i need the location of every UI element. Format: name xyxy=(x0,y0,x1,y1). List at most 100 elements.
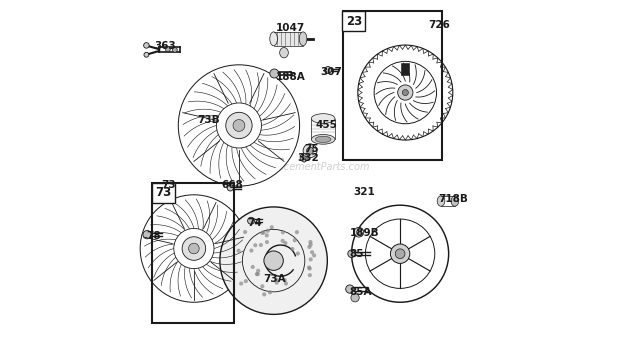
Circle shape xyxy=(174,228,214,269)
Ellipse shape xyxy=(437,196,445,206)
Circle shape xyxy=(182,237,206,260)
Circle shape xyxy=(265,240,269,244)
Circle shape xyxy=(354,227,364,237)
Circle shape xyxy=(143,230,151,239)
Circle shape xyxy=(307,266,311,270)
Circle shape xyxy=(239,282,243,286)
Ellipse shape xyxy=(280,47,288,58)
Text: 85: 85 xyxy=(350,250,364,259)
Circle shape xyxy=(260,231,264,235)
Circle shape xyxy=(179,65,299,186)
Text: 455: 455 xyxy=(315,120,337,130)
Circle shape xyxy=(264,251,283,270)
Circle shape xyxy=(306,147,314,154)
Circle shape xyxy=(309,257,312,261)
Circle shape xyxy=(283,278,287,282)
Circle shape xyxy=(220,207,327,314)
Text: 363: 363 xyxy=(155,41,177,51)
Text: 73B: 73B xyxy=(198,115,220,125)
Circle shape xyxy=(303,144,317,158)
Circle shape xyxy=(255,272,260,276)
Circle shape xyxy=(216,103,262,148)
Circle shape xyxy=(402,89,409,96)
Polygon shape xyxy=(300,153,308,162)
Circle shape xyxy=(166,47,171,52)
Circle shape xyxy=(283,241,288,245)
Polygon shape xyxy=(401,63,409,75)
Text: 718B: 718B xyxy=(438,194,468,204)
Circle shape xyxy=(236,249,241,253)
Circle shape xyxy=(244,279,248,283)
Ellipse shape xyxy=(299,32,307,46)
Circle shape xyxy=(270,225,274,229)
Circle shape xyxy=(265,233,269,237)
Circle shape xyxy=(391,244,410,263)
Text: 188A: 188A xyxy=(275,72,305,82)
Circle shape xyxy=(262,230,265,235)
Circle shape xyxy=(260,284,265,288)
Circle shape xyxy=(262,292,267,296)
Text: 75: 75 xyxy=(304,144,319,154)
Circle shape xyxy=(293,238,297,242)
Bar xyxy=(343,11,441,160)
Text: 73A: 73A xyxy=(264,274,286,284)
Circle shape xyxy=(253,243,257,247)
Circle shape xyxy=(296,252,300,256)
Ellipse shape xyxy=(311,114,335,124)
Text: 332: 332 xyxy=(297,153,319,163)
Text: 78: 78 xyxy=(146,231,161,242)
Circle shape xyxy=(397,85,413,100)
Text: 74: 74 xyxy=(247,218,262,228)
Text: 73: 73 xyxy=(155,186,171,199)
Ellipse shape xyxy=(316,136,331,142)
Text: 321: 321 xyxy=(353,187,375,197)
Text: 307: 307 xyxy=(321,67,342,77)
Circle shape xyxy=(144,52,149,57)
Circle shape xyxy=(312,253,316,258)
Circle shape xyxy=(310,250,314,254)
Circle shape xyxy=(281,230,285,235)
Circle shape xyxy=(308,273,312,277)
Circle shape xyxy=(290,247,294,251)
Circle shape xyxy=(233,120,245,132)
Text: 668: 668 xyxy=(221,180,244,190)
Text: 1047: 1047 xyxy=(275,23,304,33)
Circle shape xyxy=(302,156,306,160)
Circle shape xyxy=(308,240,312,244)
Circle shape xyxy=(348,250,355,258)
Text: 73: 73 xyxy=(162,180,176,190)
Circle shape xyxy=(309,243,312,247)
Circle shape xyxy=(324,66,332,73)
Polygon shape xyxy=(273,32,303,46)
Circle shape xyxy=(265,229,270,233)
Ellipse shape xyxy=(451,196,459,206)
Text: eReplacementParts.com: eReplacementParts.com xyxy=(250,162,370,172)
Circle shape xyxy=(140,195,247,302)
Text: 85A: 85A xyxy=(350,287,372,297)
Circle shape xyxy=(144,43,149,48)
Circle shape xyxy=(172,47,177,52)
Circle shape xyxy=(356,230,361,235)
Circle shape xyxy=(308,245,311,249)
Text: 23: 23 xyxy=(346,15,362,27)
Circle shape xyxy=(275,280,279,285)
Circle shape xyxy=(396,249,405,259)
Circle shape xyxy=(247,218,255,224)
Circle shape xyxy=(249,248,254,253)
Ellipse shape xyxy=(311,134,335,144)
Circle shape xyxy=(227,185,233,191)
Circle shape xyxy=(256,269,260,273)
Circle shape xyxy=(268,290,272,294)
Circle shape xyxy=(295,230,299,234)
Circle shape xyxy=(284,282,288,286)
Circle shape xyxy=(274,277,278,282)
Circle shape xyxy=(250,265,255,269)
Circle shape xyxy=(255,272,259,276)
Circle shape xyxy=(281,239,285,243)
Circle shape xyxy=(346,285,354,293)
Bar xyxy=(153,183,234,323)
Circle shape xyxy=(270,69,279,78)
Circle shape xyxy=(226,112,252,139)
Ellipse shape xyxy=(270,32,277,46)
Circle shape xyxy=(243,230,247,234)
